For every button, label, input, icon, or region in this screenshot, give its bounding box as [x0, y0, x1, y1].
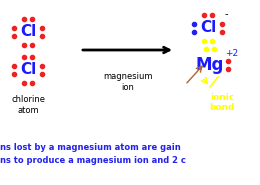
Text: +2: +2 [225, 48, 239, 58]
Text: Cl: Cl [200, 21, 216, 36]
Text: magnesium
ion: magnesium ion [103, 72, 153, 92]
Text: ns lost by a magnesium atom are gain: ns lost by a magnesium atom are gain [0, 143, 181, 152]
Text: Cl: Cl [20, 24, 36, 40]
Text: -: - [224, 9, 228, 19]
Text: chlorine
atom: chlorine atom [11, 95, 45, 115]
Text: ionic
bond: ionic bond [209, 93, 235, 112]
Text: ns to produce a magnesium ion and 2 c: ns to produce a magnesium ion and 2 c [0, 156, 186, 165]
Text: Cl: Cl [20, 63, 36, 78]
Text: Mg: Mg [196, 56, 224, 74]
